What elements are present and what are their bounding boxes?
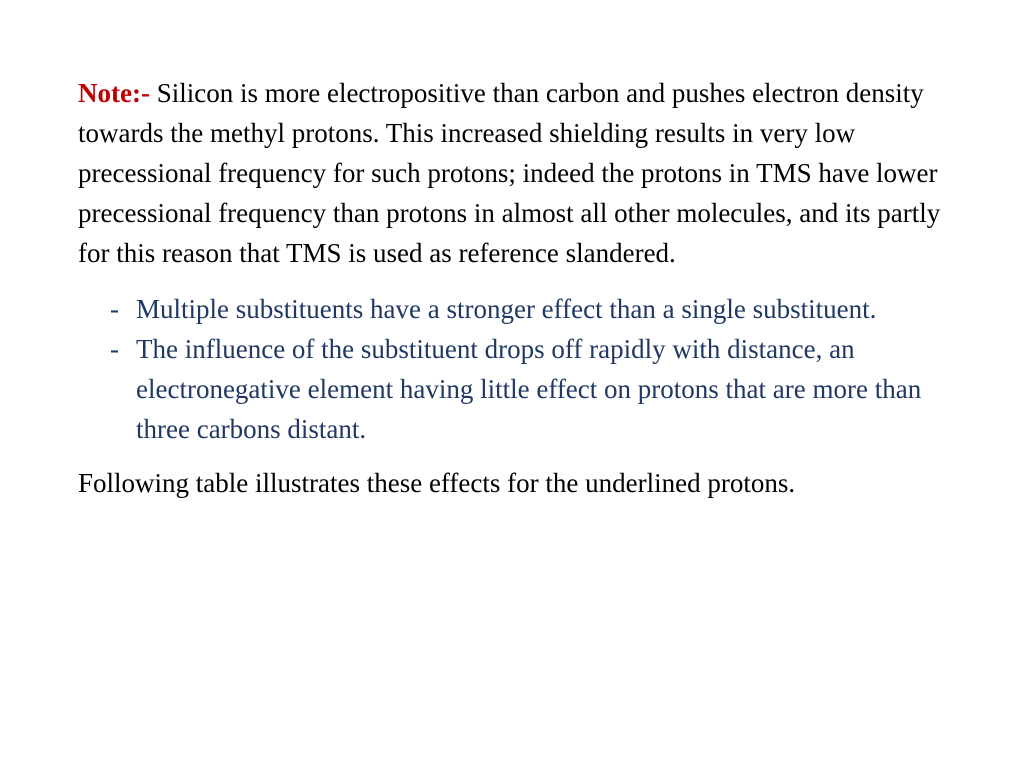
list-item: - Multiple substituents have a stronger … xyxy=(110,290,964,330)
bullet-text: The influence of the substituent drops o… xyxy=(136,330,964,450)
slide: Note:- Silicon is more electropositive t… xyxy=(0,0,1024,768)
note-paragraph: Note:- Silicon is more electropositive t… xyxy=(78,74,964,274)
bullet-dash-icon: - xyxy=(110,290,136,330)
note-body-text: Silicon is more electropositive than car… xyxy=(78,78,940,268)
bullet-list: - Multiple substituents have a stronger … xyxy=(78,290,964,450)
bullet-text: Multiple substituents have a stronger ef… xyxy=(136,290,964,330)
list-item: - The influence of the substituent drops… xyxy=(110,330,964,450)
bullet-dash-icon: - xyxy=(110,330,136,450)
closing-paragraph: Following table illustrates these effect… xyxy=(78,464,964,504)
note-label: Note:- xyxy=(78,78,150,108)
